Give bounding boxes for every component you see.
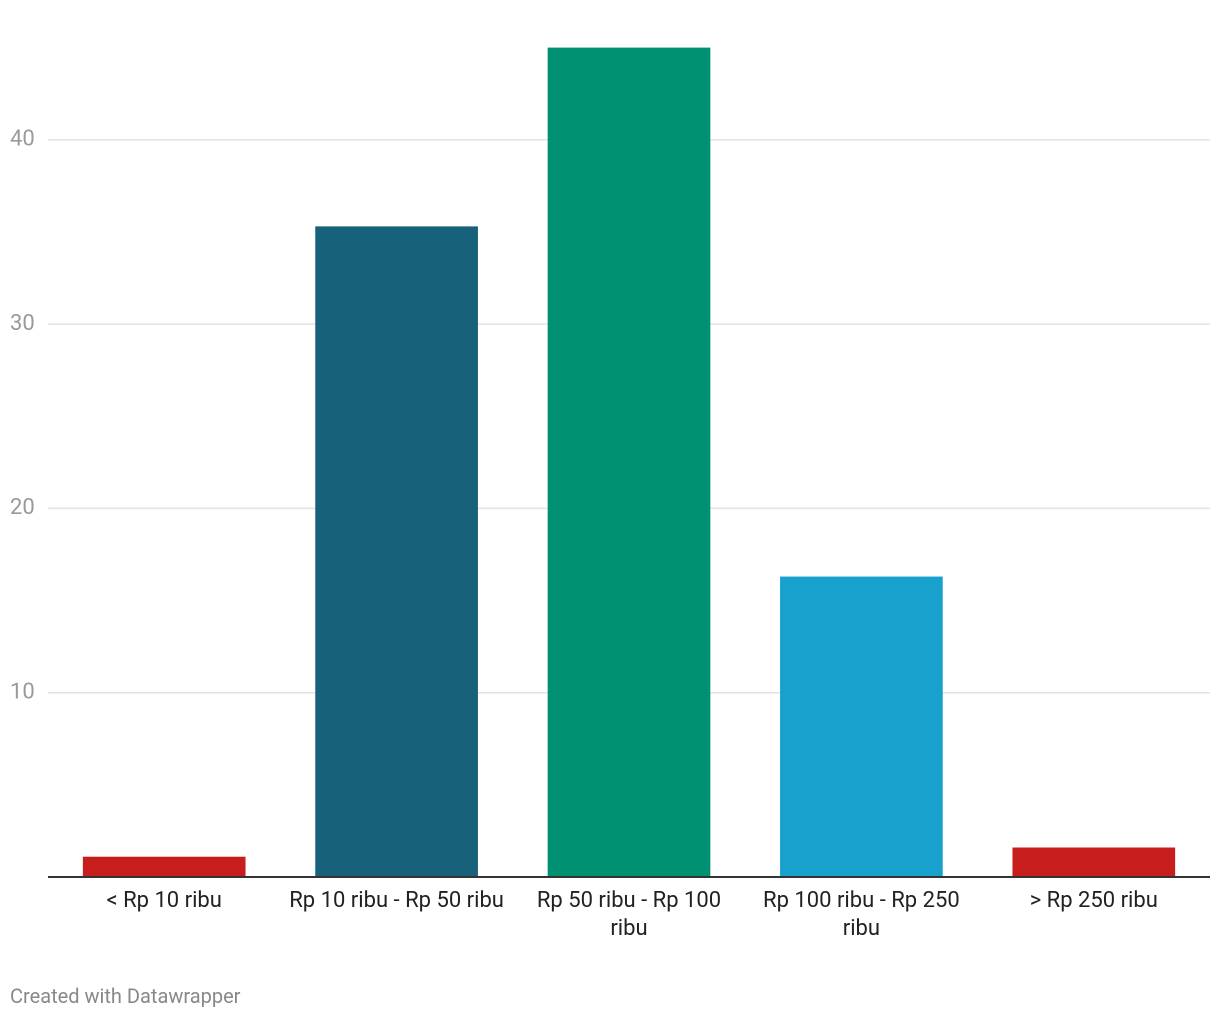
x-tick-label: < Rp 10 ribu	[106, 888, 222, 913]
x-tick-label: Rp 100 ribu - Rp 250 ribu	[763, 888, 960, 941]
bar	[547, 47, 711, 878]
credit: Created with Datawrapper	[10, 984, 241, 1008]
y-tick-label: 40	[10, 127, 35, 152]
bar	[82, 856, 246, 877]
x-tick-label: > Rp 250 ribu	[1029, 888, 1158, 913]
bar	[315, 226, 478, 877]
x-tick-label: Rp 50 ribu - Rp 100 ribu	[536, 888, 722, 941]
x-tick-label: Rp 10 ribu - Rp 50 ribu	[289, 888, 504, 913]
y-tick-label: 30	[10, 311, 35, 336]
y-tick-label: 10	[10, 680, 35, 705]
y-tick-label: 20	[10, 495, 35, 520]
bar	[1012, 847, 1176, 877]
bar	[780, 576, 943, 877]
